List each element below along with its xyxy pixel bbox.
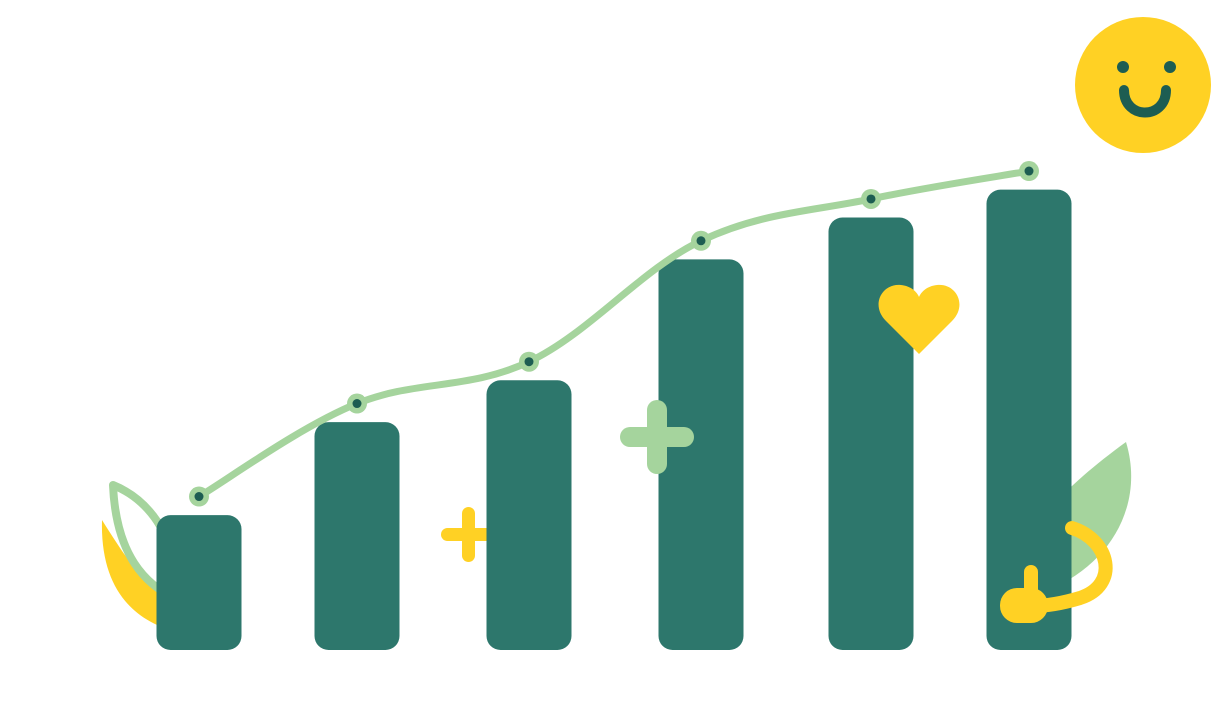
bar-5 [828, 217, 914, 651]
line-point-4 [691, 230, 711, 251]
bar-2 [314, 422, 400, 650]
bar-series [156, 189, 1072, 651]
thumbs-up-icon [1000, 521, 1113, 623]
bar-1 [156, 515, 242, 650]
smiley-face-icon [1075, 17, 1211, 153]
bar-6 [986, 189, 1072, 650]
line-markers [189, 161, 1039, 507]
line-point-6 [1019, 161, 1039, 182]
bar-3 [486, 380, 572, 650]
line-point-3 [519, 351, 539, 372]
foreground-decorations [620, 284, 1113, 623]
large-plus-icon [620, 400, 694, 474]
small-plus-icon [441, 507, 496, 562]
line-point-5 [861, 188, 881, 209]
bar-4 [658, 259, 744, 650]
line-point-2 [347, 393, 367, 414]
line-point-1 [189, 486, 209, 507]
heart-icon [878, 284, 960, 354]
